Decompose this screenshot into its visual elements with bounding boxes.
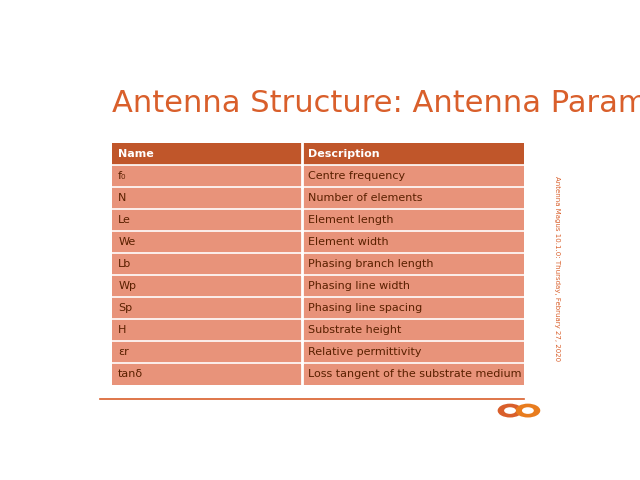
Text: Phasing line spacing: Phasing line spacing xyxy=(308,303,422,312)
Text: Sp: Sp xyxy=(118,303,132,312)
Bar xyxy=(301,187,524,209)
Bar xyxy=(301,341,524,363)
Bar xyxy=(301,275,524,297)
Text: N: N xyxy=(118,192,127,203)
Text: Antenna Magus 10.1.0: Thursday, February 27, 2020: Antenna Magus 10.1.0: Thursday, February… xyxy=(554,176,560,361)
Bar xyxy=(301,143,524,165)
Ellipse shape xyxy=(522,407,534,414)
Bar xyxy=(112,165,301,187)
Bar xyxy=(112,275,301,297)
Text: We: We xyxy=(118,237,136,247)
Bar xyxy=(112,319,301,341)
Bar xyxy=(301,319,524,341)
Bar xyxy=(301,209,524,231)
Bar xyxy=(112,252,301,275)
Text: εr: εr xyxy=(118,347,129,357)
Ellipse shape xyxy=(498,404,522,418)
Text: Phasing branch length: Phasing branch length xyxy=(308,259,433,269)
Ellipse shape xyxy=(504,407,516,414)
Text: Name: Name xyxy=(118,149,154,158)
Text: Loss tangent of the substrate medium: Loss tangent of the substrate medium xyxy=(308,369,521,379)
Text: Antenna Structure: Antenna Parameters: Antenna Structure: Antenna Parameters xyxy=(112,89,640,118)
Bar xyxy=(112,297,301,319)
Text: Le: Le xyxy=(118,215,131,225)
Text: Element length: Element length xyxy=(308,215,393,225)
Bar xyxy=(112,363,301,384)
Text: Centre frequency: Centre frequency xyxy=(308,170,404,180)
Text: Relative permittivity: Relative permittivity xyxy=(308,347,421,357)
Text: Wp: Wp xyxy=(118,281,136,291)
Bar xyxy=(301,252,524,275)
Bar xyxy=(112,231,301,252)
Text: H: H xyxy=(118,324,127,335)
Bar xyxy=(301,165,524,187)
Text: Phasing line width: Phasing line width xyxy=(308,281,410,291)
Text: Lb: Lb xyxy=(118,259,131,269)
Text: Substrate height: Substrate height xyxy=(308,324,401,335)
Bar xyxy=(112,209,301,231)
Text: f₀: f₀ xyxy=(118,170,127,180)
Text: Description: Description xyxy=(308,149,379,158)
Bar xyxy=(112,143,301,165)
Bar xyxy=(112,187,301,209)
Ellipse shape xyxy=(515,404,540,418)
Bar xyxy=(301,231,524,252)
Bar xyxy=(301,297,524,319)
Text: Element width: Element width xyxy=(308,237,388,247)
Text: tanδ: tanδ xyxy=(118,369,143,379)
Bar xyxy=(301,363,524,384)
Text: Number of elements: Number of elements xyxy=(308,192,422,203)
Bar xyxy=(112,341,301,363)
